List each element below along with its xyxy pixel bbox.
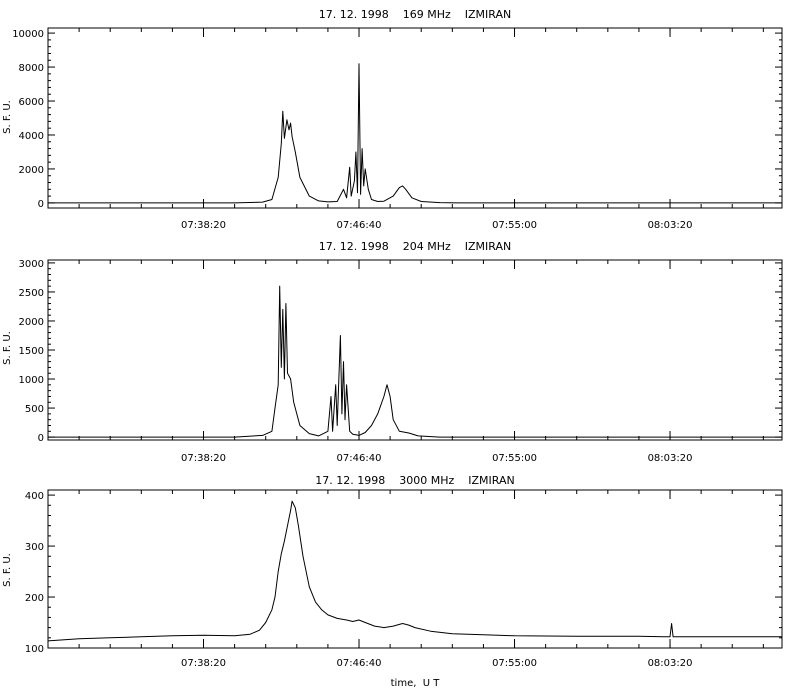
x-tick-label: 08:03:20	[648, 220, 693, 231]
panel-169mhz-title: 17. 12. 1998 169 MHz IZMIRAN	[319, 8, 511, 21]
y-tick-label: 2000	[19, 165, 44, 176]
panel-204mhz-series-line	[48, 285, 782, 438]
y-tick-label: 0	[38, 199, 44, 210]
panel-169mhz: 17. 12. 1998 169 MHz IZMIRAN S. F. U. 0 2…	[2, 8, 783, 231]
y-tick-label: 400	[25, 491, 44, 502]
y-tick-label: 500	[25, 404, 44, 415]
x-tick-label: 07:55:00	[492, 453, 537, 464]
x-tick-label: 07:55:00	[492, 220, 537, 231]
panel-204mhz-ticks	[47, 260, 782, 440]
x-tick-label: 07:38:20	[181, 658, 226, 669]
panel-169mhz-x-tick-labels: 07:38:20 07:46:40 07:55:00 08:03:20	[181, 220, 692, 231]
panel-204mhz-title: 17. 12. 1998 204 MHz IZMIRAN	[319, 240, 511, 253]
y-tick-label: 2000	[19, 317, 44, 328]
y-tick-label: 3000	[19, 259, 44, 270]
x-tick-label: 07:46:40	[337, 453, 382, 464]
y-tick-label: 100	[25, 644, 44, 655]
y-tick-label: 8000	[19, 63, 44, 74]
panel-3000mhz-title: 17. 12. 1998 3000 MHz IZMIRAN	[315, 474, 514, 487]
panel-204mhz-ylabel: S. F. U.	[2, 331, 13, 365]
x-tick-label: 07:46:40	[337, 220, 382, 231]
x-tick-label: 07:38:20	[181, 220, 226, 231]
panel-3000mhz: 17. 12. 1998 3000 MHz IZMIRAN S. F. U. 1…	[2, 474, 783, 689]
panel-3000mhz-ticks	[47, 490, 782, 649]
y-tick-label: 2500	[19, 288, 44, 299]
x-tick-label: 07:38:20	[181, 453, 226, 464]
panel-169mhz-frame	[47, 27, 783, 209]
y-tick-label: 0	[38, 433, 44, 444]
x-tick-label: 07:55:00	[492, 658, 537, 669]
panel-169mhz-y-tick-labels: 0 2000 4000 6000 8000 10000	[12, 29, 44, 210]
panel-169mhz-series-line	[48, 63, 782, 204]
panel-169mhz-ylabel: S. F. U.	[2, 100, 13, 134]
panel-3000mhz-x-tick-labels: 07:38:20 07:46:40 07:55:00 08:03:20	[181, 658, 692, 669]
y-tick-label: 4000	[19, 131, 44, 142]
panel-204mhz-frame	[47, 259, 783, 441]
y-tick-label: 300	[25, 542, 44, 553]
panel-3000mhz-xlabel: time, U T	[391, 678, 441, 689]
y-tick-label: 10000	[12, 29, 44, 40]
y-tick-label: 200	[25, 593, 44, 604]
x-tick-label: 08:03:20	[648, 453, 693, 464]
panel-3000mhz-series-line	[47, 500, 782, 642]
x-tick-label: 08:03:20	[648, 658, 693, 669]
panel-3000mhz-frame	[47, 489, 783, 649]
y-tick-label: 6000	[19, 97, 44, 108]
panel-3000mhz-y-tick-labels: 100 200 300 400	[25, 491, 44, 655]
panel-204mhz: 17. 12. 1998 204 MHz IZMIRAN S. F. U. 0 5…	[2, 240, 783, 464]
x-tick-label: 07:46:40	[337, 658, 382, 669]
y-tick-label: 1500	[19, 346, 44, 357]
panel-169mhz-ticks	[47, 28, 782, 208]
panel-3000mhz-ylabel: S. F. U.	[2, 553, 13, 587]
panel-204mhz-x-tick-labels: 07:38:20 07:46:40 07:55:00 08:03:20	[181, 453, 692, 464]
y-tick-label: 1000	[19, 375, 44, 386]
panel-204mhz-y-tick-labels: 0 500 1000 1500 2000 2500 3000	[19, 259, 44, 444]
